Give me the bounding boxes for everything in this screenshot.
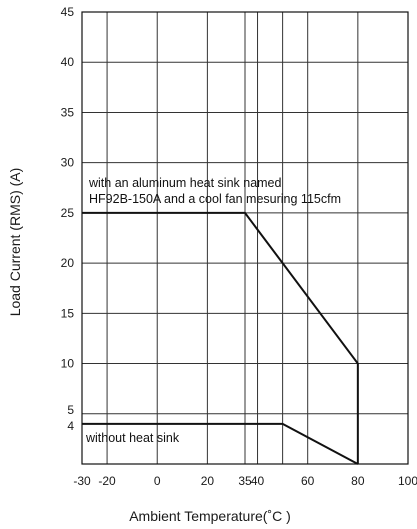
y-tick-label-30: 30 [61, 156, 75, 170]
x-axis-label: Ambient Temperature(˚C ) [129, 508, 291, 524]
y-tick-label-45: 45 [61, 5, 75, 19]
annotation-group: with an aluminum heat sink named HF92B-1… [85, 176, 341, 445]
series-line-with-heatsink [82, 211, 359, 464]
y-axis-label: Load Current (RMS) (A) [7, 168, 23, 317]
x-tick-label-40: 40 [251, 474, 265, 488]
y-tick-label-40: 40 [61, 55, 75, 69]
annotation-heatsink-line2: HF92B-150A and a cool fan mesuring 115cf… [89, 192, 341, 206]
annotation-heatsink-line1: with an aluminum heat sink named [88, 176, 282, 190]
x-tick-label-100: 100 [398, 474, 417, 488]
x-tick-label-60: 60 [301, 474, 315, 488]
y-tick-label-5: 5 [67, 403, 74, 417]
grid-lines [82, 12, 408, 464]
y-tick-label-4: 4 [67, 419, 74, 433]
y-tick-label-10: 10 [61, 357, 75, 371]
x-tick-label-0: 0 [154, 474, 161, 488]
y-tick-label-35: 35 [61, 105, 75, 119]
y-tick-label-20: 20 [61, 256, 75, 270]
y-tick-label-15: 15 [61, 306, 75, 320]
plot-frame [81, 11, 409, 465]
series-line-without-heatsink [82, 422, 359, 465]
annotation-no-heatsink: without heat sink [85, 431, 180, 445]
x-tick-label--30: -30 [73, 474, 91, 488]
series-group [82, 211, 359, 465]
x-tick-label-20: 20 [201, 474, 215, 488]
x-tick-label-35: 35 [238, 474, 252, 488]
y-tick-label-25: 25 [61, 206, 75, 220]
plot-frame-group [81, 11, 409, 465]
x-tick-label--20: -20 [98, 474, 116, 488]
x-tick-label-80: 80 [351, 474, 365, 488]
